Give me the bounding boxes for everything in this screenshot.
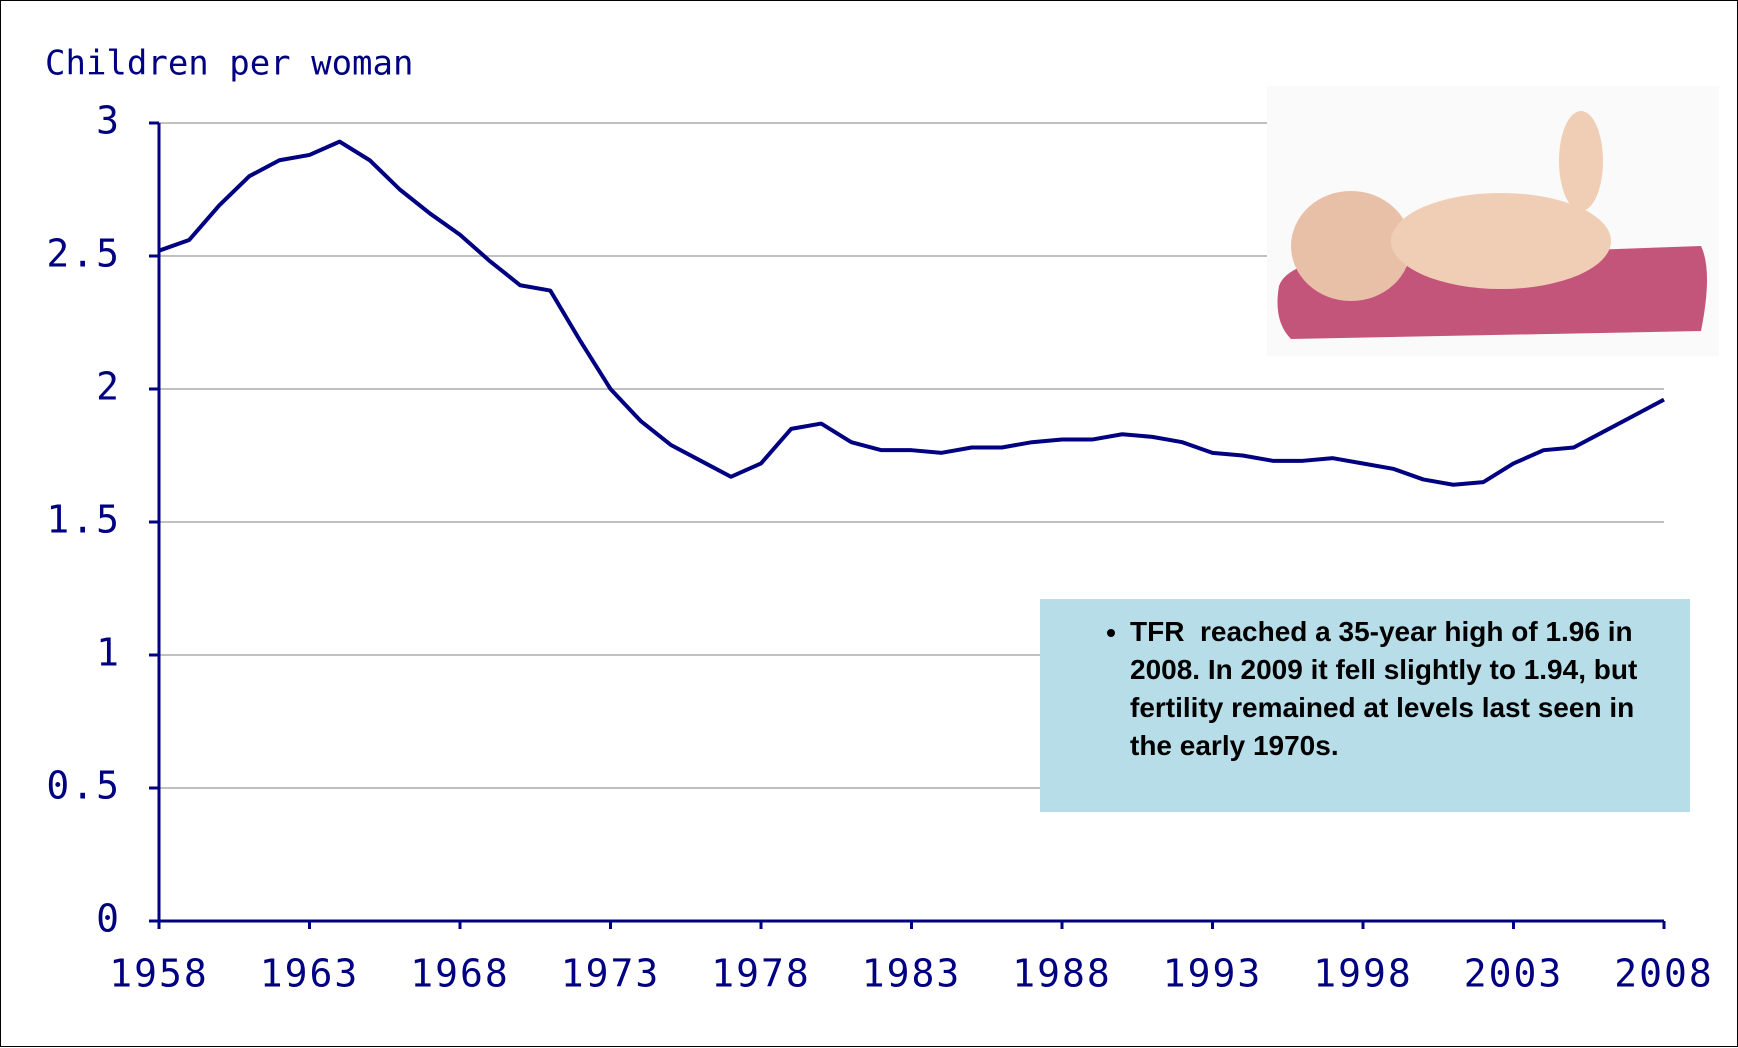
y-tick-label: 0: [96, 897, 121, 941]
x-tick-label: 1983: [862, 952, 962, 996]
y-tick-label: 3: [96, 99, 121, 143]
y-axis-label: Children per woman: [45, 44, 413, 84]
x-tick-label: 2008: [1614, 952, 1714, 996]
x-tick-label: 1978: [711, 952, 811, 996]
annotation: TFR reached a 35-year high of 1.96 in 20…: [1130, 613, 1670, 765]
photo: [1267, 86, 1719, 356]
annotation-box: TFR reached a 35-year high of 1.96 in 20…: [1040, 599, 1690, 812]
y-tick-label: 1: [96, 631, 121, 675]
chart: Children per woman 0 0.5 1 1.5 2 2.5 3 1958 1963…: [1, 1, 1738, 1048]
x-tick-label: 1968: [410, 952, 510, 996]
y-tick-label: 2.5: [46, 232, 121, 276]
y-tick-label: 2: [96, 365, 121, 409]
x-tick-label: 1963: [260, 952, 360, 996]
frame: Children per woman 0 0.5 1 1.5 2 2.5 3 1958 1963…: [0, 0, 1738, 1047]
x-tick-label: 1958: [109, 952, 209, 996]
x-tick-label: 1993: [1163, 952, 1263, 996]
x-tick-label: 1988: [1012, 952, 1112, 996]
x-tick-label: 2003: [1464, 952, 1564, 996]
y-tick-label: 1.5: [46, 498, 121, 542]
x-tick-label: 1998: [1313, 952, 1413, 996]
x-tick-label: 1973: [561, 952, 661, 996]
y-tick-label: 0.5: [46, 764, 121, 808]
